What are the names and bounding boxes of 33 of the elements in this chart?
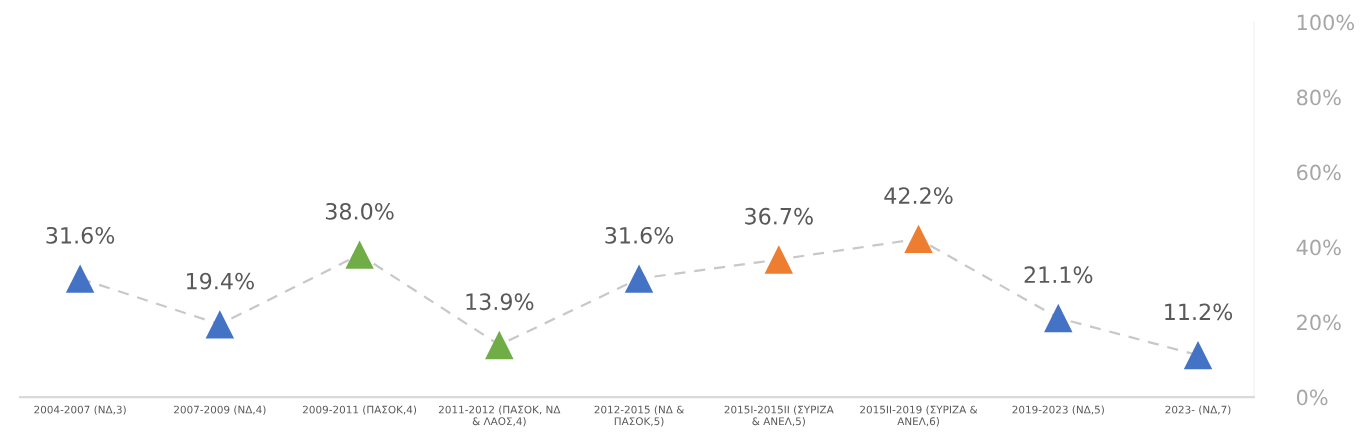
y-tick-label: 40% <box>1296 239 1341 256</box>
point <box>345 240 374 269</box>
data-label: 31.6% <box>46 226 115 244</box>
data-label: 11.2% <box>1165 303 1233 321</box>
point <box>624 264 654 293</box>
data-label: 36.7% <box>745 207 813 225</box>
point <box>1044 303 1073 333</box>
data-label: 19.4% <box>186 272 254 290</box>
point <box>65 264 95 293</box>
x-tick-label: 2007-2009 (ΝΔ,4) <box>174 405 266 415</box>
point <box>205 310 235 339</box>
x-tick-label: 2015Ι-2015ΙΙ (ΣΥΡΙΖΑ & ΑΝΕΛ,5) <box>724 405 834 427</box>
y-tick-label: 20% <box>1297 314 1341 331</box>
y-tick-label: 0% <box>1296 389 1328 406</box>
x-tick-label: 2011-2012 (ΠΑΣΟΚ, ΝΔ & ΛΑΟΣ,4) <box>438 405 561 427</box>
x-tick-label: 2019-2023 (ΝΔ,5) <box>1012 405 1104 415</box>
y-tick-label: 100% <box>1297 14 1354 31</box>
point <box>1183 340 1213 370</box>
point <box>904 224 933 254</box>
data-label: 31.6% <box>605 226 674 244</box>
data-label: 21.1% <box>1024 266 1093 284</box>
x-tick-label: 2004-2007 (ΝΔ,3) <box>34 405 126 415</box>
data-label: 13.9% <box>466 293 534 311</box>
point <box>485 330 514 360</box>
y-tick-label: 80% <box>1297 89 1341 106</box>
x-tick-label: 2009-2011 (ΠΑΣΟΚ,4) <box>302 405 417 415</box>
x-tick-label: 2023- (ΝΔ,7) <box>1165 405 1231 415</box>
data-label: 42.2% <box>884 187 953 205</box>
y-tick-label: 60% <box>1297 164 1341 181</box>
point <box>764 245 794 274</box>
data-label: 38.0% <box>325 202 394 220</box>
x-tick-label: 2015ΙΙ-2019 (ΣΥΡΙΖΑ & ΑΝΕΛ,6) <box>860 405 978 427</box>
x-tick-label: 2012-2015 (ΝΔ & ΠΑΣΟΚ,5) <box>594 405 684 427</box>
